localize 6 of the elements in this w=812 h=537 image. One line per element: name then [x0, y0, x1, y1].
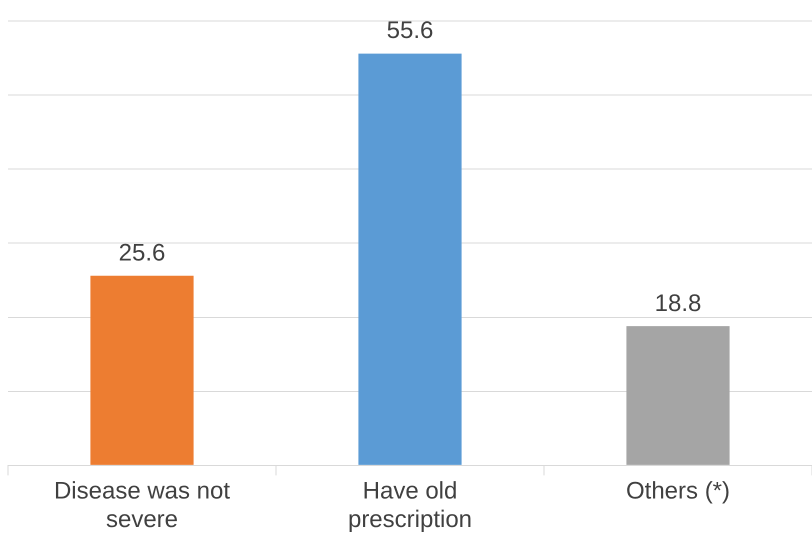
x-tick-label: Have old prescription	[348, 477, 472, 534]
data-label: 55.6	[386, 17, 434, 44]
data-label: 25.6	[118, 239, 166, 266]
x-tick-label: Others (*)	[626, 477, 730, 504]
data-label: 18.8	[654, 290, 702, 317]
x-tick-label: Disease was not severe	[54, 477, 230, 534]
